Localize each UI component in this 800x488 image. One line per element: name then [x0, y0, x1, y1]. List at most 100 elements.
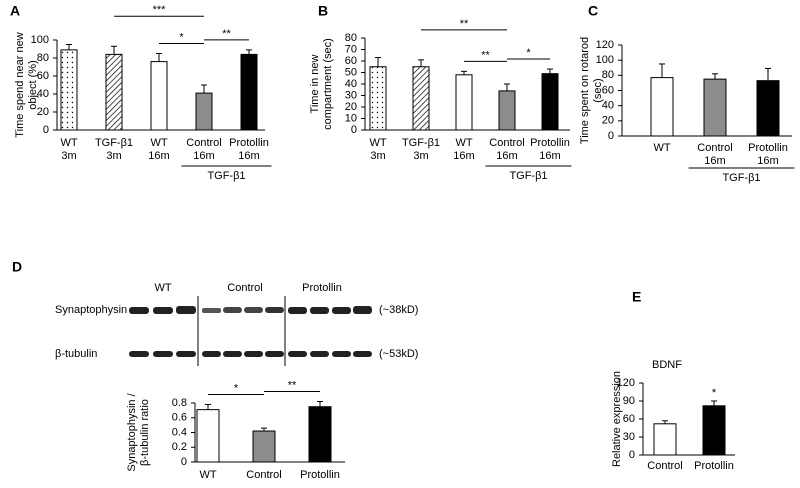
x-tick-label: WT	[369, 137, 386, 149]
x-tick-label: Control	[697, 142, 732, 154]
y-tick-label: 0	[629, 449, 635, 461]
x-tick-label: Protollin	[694, 460, 734, 472]
y-tick-label: 0.6	[172, 412, 187, 424]
y-tick-label: 10	[345, 112, 357, 124]
x-tick-sublabel: 16m	[193, 150, 214, 162]
x-tick-label: WT	[150, 137, 167, 149]
y-tick-label: 90	[623, 395, 635, 407]
y-tick-label: 50	[345, 66, 357, 78]
y-tick-label: 40	[37, 88, 49, 100]
bar	[703, 78, 727, 137]
bar	[498, 90, 516, 131]
panel-label: C	[588, 3, 598, 19]
y-tick-label: 0.8	[172, 397, 187, 409]
y-tick-label: 0.4	[172, 426, 187, 438]
y-tick-label: 80	[345, 32, 357, 44]
bar	[252, 430, 276, 463]
y-tick-label: 0	[181, 456, 187, 468]
x-tick-sublabel: 16m	[757, 155, 778, 167]
blot-row-label: β-tubulin	[55, 348, 97, 360]
panel-label: B	[318, 3, 328, 19]
blot-row-label: Synaptophysin	[55, 304, 127, 316]
x-tick-label: Protollin	[530, 137, 570, 149]
y-tick-label: 0	[43, 124, 49, 136]
significance-label: *	[234, 382, 239, 394]
significance-label: **	[222, 28, 231, 40]
significance-label: **	[288, 379, 297, 391]
x-tick-sublabel: 16m	[453, 150, 474, 162]
x-tick-label: Protollin	[229, 137, 269, 149]
bar	[150, 61, 168, 131]
y-axis-label: Relative expression	[611, 371, 623, 467]
group-label: TGF-β1	[207, 170, 245, 182]
bar	[369, 66, 387, 131]
y-tick-label: 60	[602, 84, 614, 96]
x-tick-label: TGF-β1	[95, 137, 133, 149]
chart-title: BDNF	[652, 359, 682, 371]
x-tick-label: Control	[489, 137, 524, 149]
group-label: TGF-β1	[509, 170, 547, 182]
x-tick-sublabel: 3m	[413, 150, 428, 162]
y-tick-label: 0	[608, 130, 614, 142]
significance-label: *	[526, 47, 531, 59]
y-tick-label: 0.2	[172, 441, 187, 453]
bar	[412, 66, 430, 131]
y-tick-label: 20	[602, 115, 614, 127]
y-axis-label: Synaptophysin /	[126, 392, 138, 471]
bar	[653, 423, 677, 456]
y-tick-label: 20	[37, 106, 49, 118]
significance-label: *	[179, 31, 184, 43]
y-tick-label: 0	[351, 124, 357, 136]
bar	[702, 405, 726, 456]
lane-group-label: Protollin	[302, 282, 342, 294]
y-tick-label: 30	[345, 89, 357, 101]
y-axis-label: β-tubulin ratio	[139, 399, 151, 466]
x-tick-sublabel: 3m	[370, 150, 385, 162]
y-tick-label: 40	[345, 78, 357, 90]
y-tick-label: 60	[37, 70, 49, 82]
y-tick-label: 70	[345, 43, 357, 55]
y-tick-label: 60	[345, 55, 357, 67]
panel-label: D	[12, 259, 22, 275]
y-tick-label: 100	[596, 54, 614, 66]
bar	[60, 49, 78, 131]
blot-size-label: (~38kD)	[379, 304, 418, 316]
lane-group-label: Control	[227, 282, 262, 294]
blot-image	[129, 296, 372, 366]
bar	[196, 409, 220, 463]
x-tick-label: WT	[455, 137, 472, 149]
x-tick-sublabel: 16m	[539, 150, 560, 162]
x-tick-sublabel: 3m	[61, 150, 76, 162]
significance-label: **	[460, 18, 469, 30]
y-tick-label: 20	[345, 101, 357, 113]
bar	[308, 406, 332, 463]
y-axis-label: Time spend near new	[14, 32, 26, 137]
x-tick-label: Protollin	[748, 142, 788, 154]
x-tick-label: WT	[60, 137, 77, 149]
group-label: TGF-β1	[722, 172, 760, 184]
y-tick-label: 120	[617, 377, 635, 389]
x-tick-label: Control	[647, 460, 682, 472]
y-axis-label: object (%)	[27, 60, 39, 110]
lane-group-label: WT	[154, 282, 171, 294]
y-axis-label: compartment (sec)	[322, 38, 334, 130]
bar	[455, 74, 473, 131]
x-tick-sublabel: 3m	[106, 150, 121, 162]
y-tick-label: 100	[31, 34, 49, 46]
bar	[105, 53, 123, 131]
panel-label: E	[632, 289, 641, 305]
y-tick-label: 80	[602, 69, 614, 81]
y-axis-label: (sec)	[592, 78, 604, 102]
y-axis-label: Time in new	[309, 55, 321, 114]
y-tick-label: 80	[37, 52, 49, 64]
x-tick-label: Protollin	[300, 469, 340, 481]
x-tick-sublabel: 16m	[238, 150, 259, 162]
y-tick-label: 60	[623, 413, 635, 425]
bar	[195, 92, 213, 131]
panel-label: A	[10, 3, 20, 19]
x-tick-label: TGF-β1	[402, 137, 440, 149]
bar	[650, 77, 674, 137]
significance-label: **	[481, 49, 490, 61]
significance-label: ***	[153, 4, 167, 16]
x-tick-label: Control	[246, 469, 281, 481]
